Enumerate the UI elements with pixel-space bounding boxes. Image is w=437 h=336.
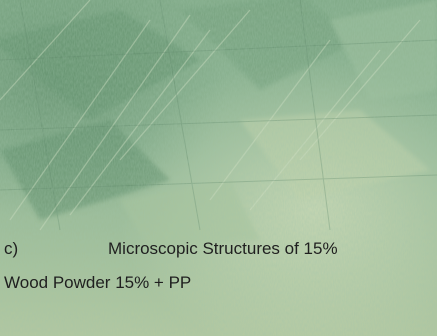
caption-label: c) [4,239,19,258]
figure-caption: c) Microscopic Structures of 15% Wood Pow… [4,232,434,300]
caption-line-1: c) Microscopic Structures of 15% [4,232,434,266]
caption-title: Microscopic Structures of 15% [108,239,338,258]
caption-line-2: Wood Powder 15% + PP [4,273,192,292]
